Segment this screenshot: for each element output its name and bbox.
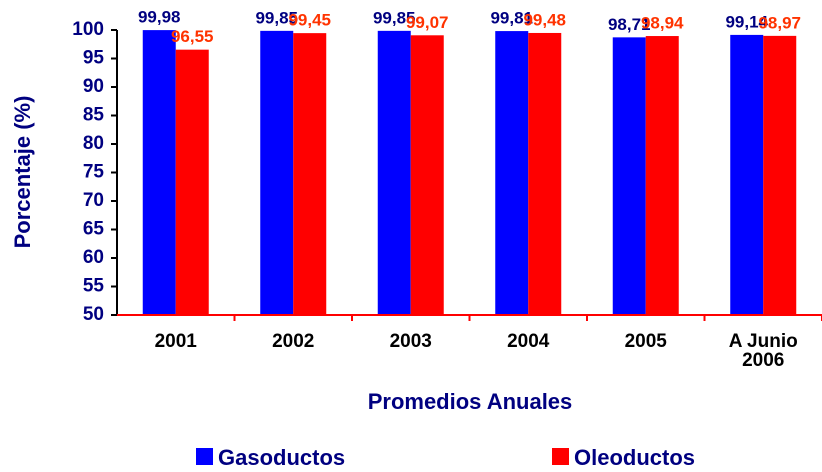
value-label: 99,81 [490, 9, 533, 28]
bar [260, 30, 294, 315]
legend-label: Gasoductos [218, 445, 345, 470]
bar [730, 34, 764, 315]
value-label: 99,14 [725, 12, 768, 31]
x-tick-label: 2004 [507, 331, 550, 352]
value-label: 98,94 [641, 14, 684, 33]
bar [528, 32, 562, 316]
bar [377, 30, 411, 315]
y-tick-label: 95 [83, 48, 105, 69]
x-tick-label: 2003 [389, 331, 432, 352]
y-tick-label: 65 [83, 219, 105, 240]
y-tick-label: 60 [83, 247, 104, 268]
legend-swatch [196, 448, 213, 465]
bar [142, 30, 176, 315]
y-tick-label: 50 [83, 304, 104, 325]
value-label: 96,55 [171, 27, 214, 46]
y-axis-title: Porcentaje (%) [10, 96, 35, 249]
x-tick-label: A Junio 2006 [728, 331, 798, 371]
bar [410, 35, 444, 316]
y-tick-label: 70 [83, 190, 104, 211]
value-label: 98,71 [608, 15, 651, 34]
y-tick-label: 90 [83, 76, 104, 97]
bar [175, 49, 209, 315]
value-label: 99,98 [138, 8, 181, 27]
x-tick-label: 2005 [624, 331, 667, 352]
bar [495, 31, 529, 315]
value-label: 99,85 [373, 8, 416, 27]
x-tick-label: 2002 [272, 331, 315, 352]
bar [763, 35, 797, 315]
value-label: 99,45 [288, 11, 331, 30]
value-label: 99,07 [406, 13, 449, 32]
bar [645, 36, 679, 316]
bar [293, 33, 327, 315]
y-tick-label: 85 [83, 105, 105, 126]
y-tick-label: 80 [83, 133, 104, 154]
value-label: 99,85 [255, 8, 298, 27]
y-tick-label: 100 [72, 19, 104, 40]
value-label: 99,48 [523, 10, 566, 29]
legend-swatch [552, 448, 569, 465]
x-axis-title: Promedios Anuales [368, 389, 573, 414]
bar [612, 37, 646, 316]
y-tick-label: 55 [83, 276, 105, 297]
y-tick-label: 75 [83, 162, 105, 183]
legend-label: Oleoductos [574, 445, 695, 470]
value-label: 98,97 [758, 13, 801, 32]
x-tick-label: 2001 [154, 331, 197, 352]
